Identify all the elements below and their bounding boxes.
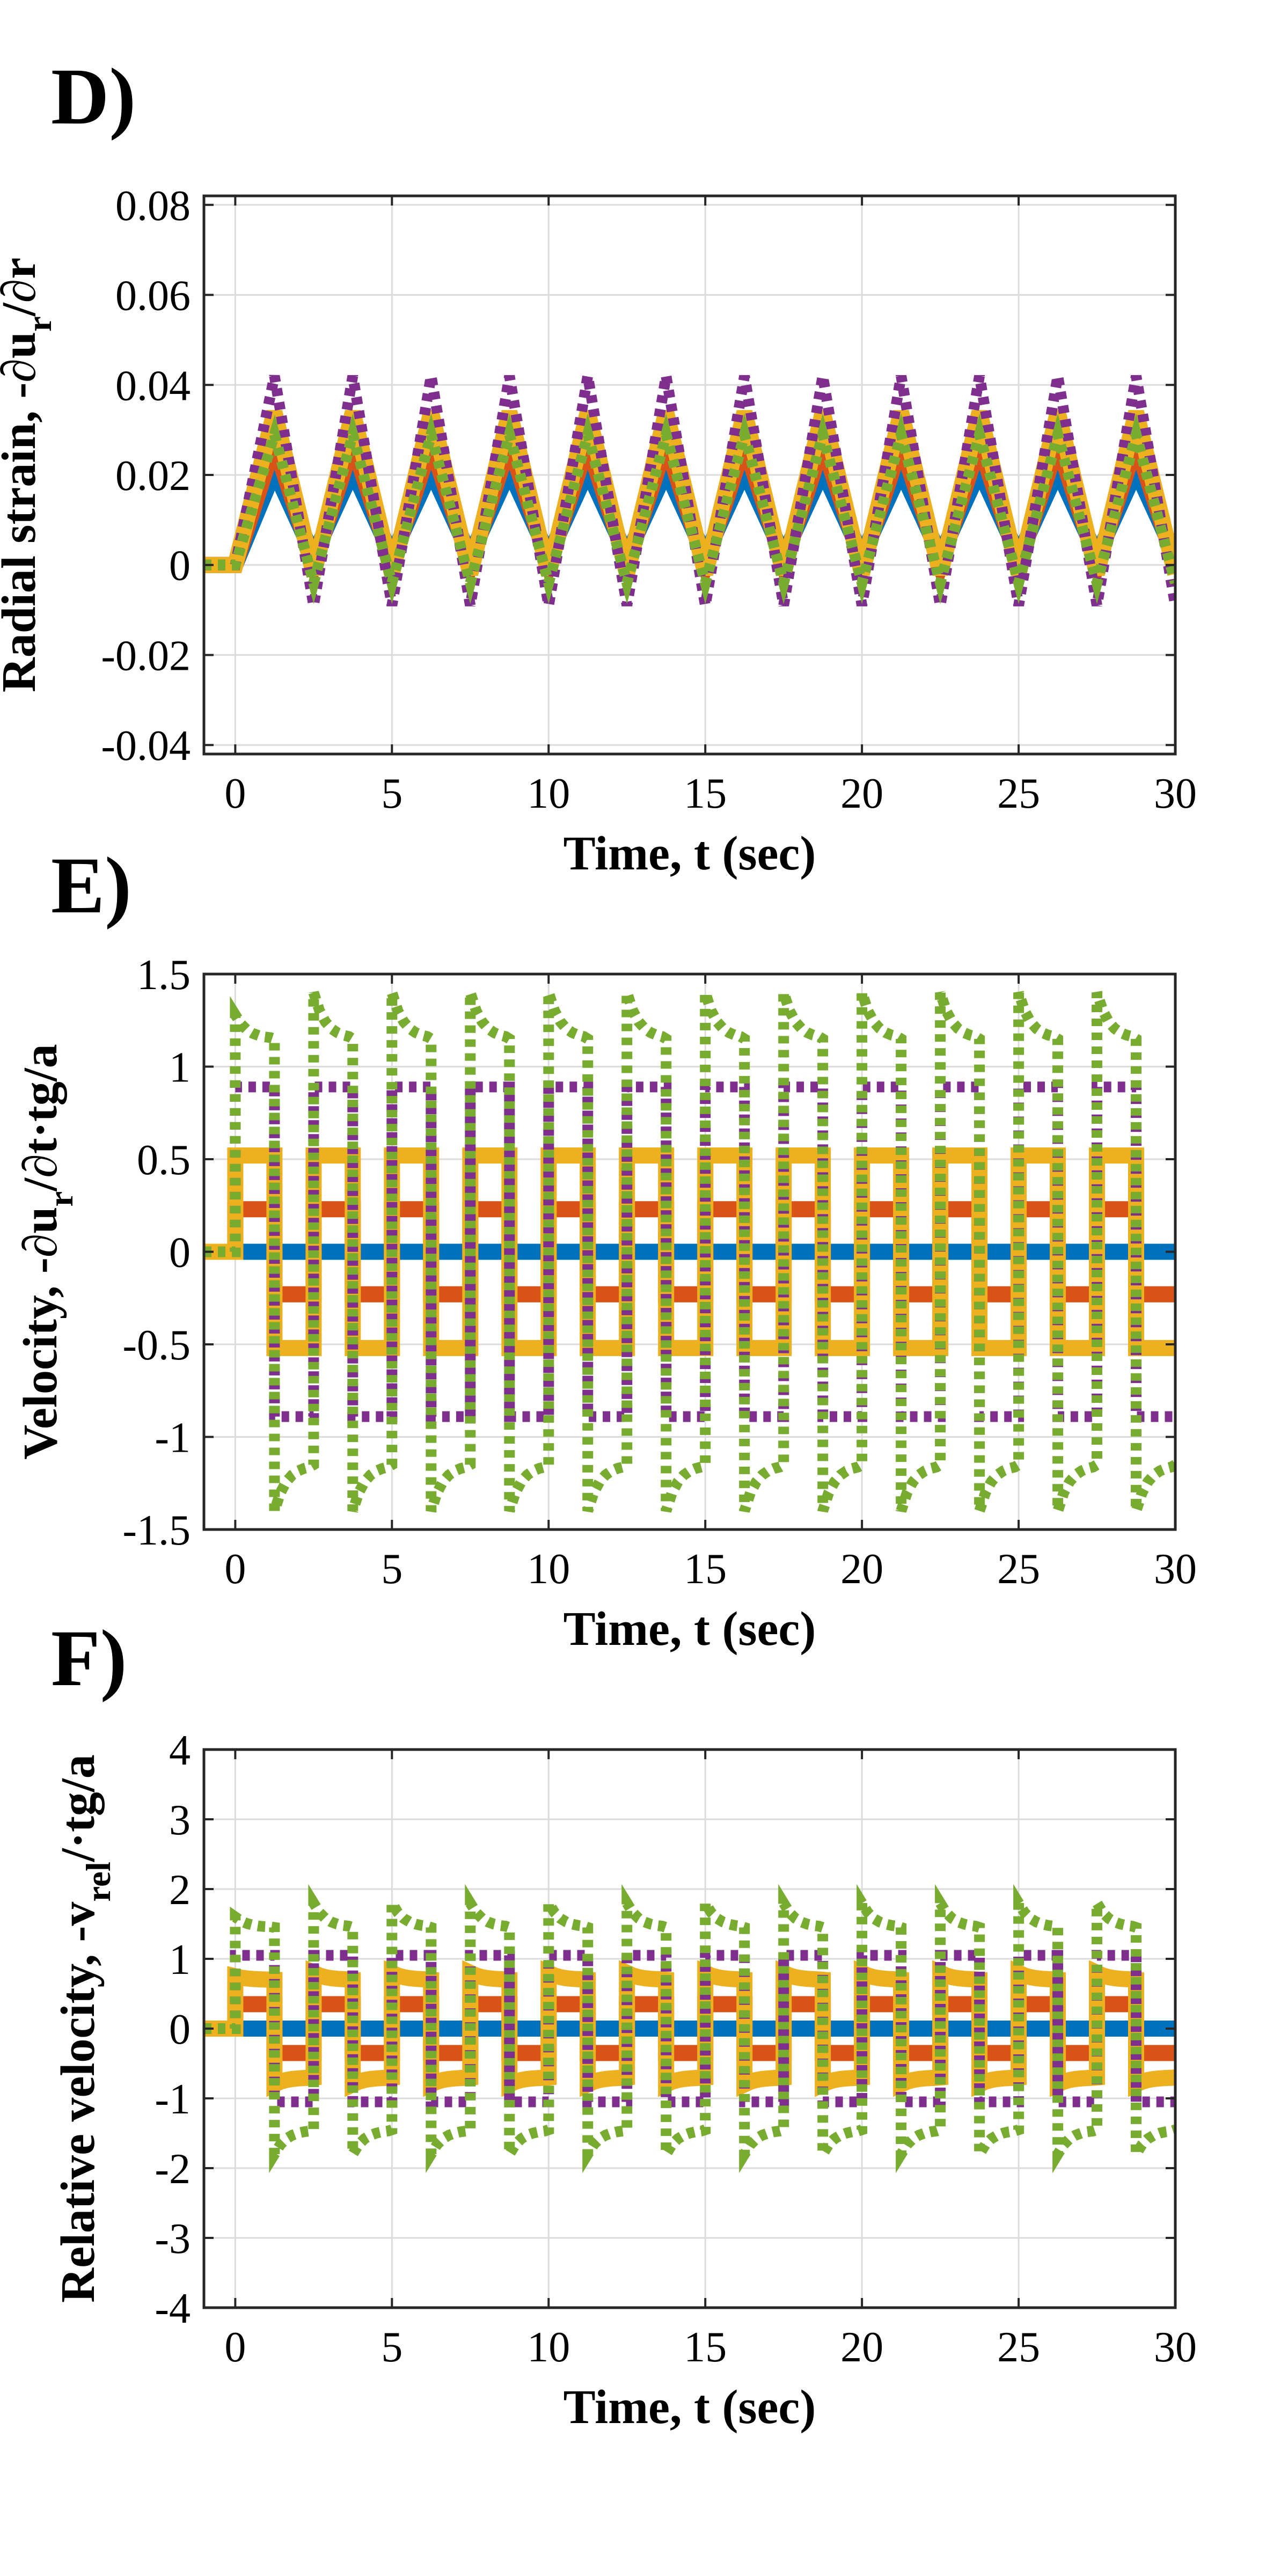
x-tick-label: 30 <box>1154 1546 1197 1593</box>
x-tick-label: 15 <box>684 770 727 817</box>
y-axis-label: Radial strain, -∂ur/∂r <box>0 258 59 692</box>
x-tick-label: 30 <box>1154 2324 1197 2371</box>
x-tick-label: 5 <box>381 770 402 817</box>
y-tick-label: 1 <box>169 1936 191 1984</box>
y-tick-label: -1 <box>155 1415 191 1462</box>
x-tick-label: 20 <box>840 2324 883 2371</box>
y-tick-label: 1.5 <box>137 952 191 999</box>
y-axis-label-subscript: rel <box>79 1862 118 1902</box>
plot-area <box>204 991 1175 1513</box>
x-tick-label: 0 <box>224 1546 246 1593</box>
x-axis-label: Time, t (sec) <box>564 827 816 880</box>
x-tick-label: 10 <box>527 1546 570 1593</box>
y-tick-label: -0.04 <box>101 722 191 770</box>
plot-area <box>204 1884 1175 2174</box>
panel-3: F) 0 5 10 15 20 25 30 -4 -3 -2 -1 0 1 2 3 4 Time, t (sec)… <box>51 1614 1197 2434</box>
y-tick-label: 1 <box>169 1044 191 1092</box>
y-axis-label-subscript: r <box>20 316 59 332</box>
y-axis-label: Velocity, -∂ur/∂t·tg/a <box>14 1044 80 1459</box>
x-tick-label: 10 <box>527 2324 570 2371</box>
y-tick-label: 0.02 <box>115 452 191 500</box>
plot-area <box>204 375 1175 606</box>
series-line-5 <box>204 413 1175 604</box>
y-tick-label: -4 <box>155 2285 191 2332</box>
y-axis-label-subscript: r <box>42 1191 80 1207</box>
y-tick-label: -0.5 <box>122 1322 191 1369</box>
y-tick-label: 0.5 <box>137 1137 191 1184</box>
y-tick-label: 2 <box>169 1867 191 1914</box>
series-line-5 <box>204 1884 1175 2174</box>
y-tick-label: 0.08 <box>115 182 191 230</box>
x-axis-label: Time, t (sec) <box>564 2381 816 2434</box>
y-axis-label-main: Velocity, -∂u <box>14 1207 67 1460</box>
y-axis-label: Relative velocity, -vrel/·tg/a <box>52 1754 118 2303</box>
y-tick-label: -2 <box>155 2146 191 2193</box>
x-tick-label: 15 <box>684 1546 727 1593</box>
panel-label: F) <box>51 1614 127 1703</box>
x-tick-label: 15 <box>684 2324 727 2371</box>
y-tick-label: 3 <box>169 1797 191 1844</box>
y-tick-label: -1 <box>155 2076 191 2123</box>
panel-label: D) <box>51 52 136 141</box>
x-tick-label: 0 <box>224 770 246 817</box>
y-tick-label: 0.06 <box>115 273 191 320</box>
x-tick-label: 30 <box>1154 770 1197 817</box>
x-tick-label: 20 <box>840 1546 883 1593</box>
x-tick-label: 0 <box>224 2324 246 2371</box>
y-tick-label: 0 <box>169 1230 191 1277</box>
x-tick-label: 25 <box>997 1546 1040 1593</box>
x-tick-label: 5 <box>381 1546 402 1593</box>
x-tick-label: 25 <box>997 2324 1040 2371</box>
x-tick-label: 5 <box>381 2324 402 2371</box>
y-tick-label: 4 <box>169 1727 191 1774</box>
panel-1: D) 0 5 10 15 20 25 30 -0.04 -0.02 0 0.02 0.04 0.06 0.0… <box>0 52 1197 880</box>
y-axis-label-tail: /∂r <box>0 258 46 317</box>
y-axis-label-tail: /·tg/a <box>52 1754 105 1862</box>
x-tick-label: 25 <box>997 770 1040 817</box>
x-axis-label: Time, t (sec) <box>564 1602 816 1656</box>
x-tick-label: 10 <box>527 770 570 817</box>
panel-label: E) <box>51 841 131 930</box>
x-tick-label: 20 <box>840 770 883 817</box>
y-axis-label-tail: /∂t·tg/a <box>14 1044 67 1191</box>
y-tick-label: -1.5 <box>122 1507 191 1554</box>
y-tick-label: 0 <box>169 543 191 590</box>
y-tick-label: 0.04 <box>115 362 191 409</box>
y-tick-label: -3 <box>155 2215 191 2263</box>
y-tick-label: 0 <box>169 2006 191 2053</box>
y-axis-label-main: Radial strain, -∂u <box>0 332 46 692</box>
y-axis-label-main: Relative velocity, -v <box>52 1902 105 2303</box>
y-tick-label: -0.02 <box>101 632 191 679</box>
panel-2: E) 0 5 10 15 20 25 30 -1.5 -1 -0.5 0 0.5 1 1.5 Time, t … <box>14 841 1197 1656</box>
